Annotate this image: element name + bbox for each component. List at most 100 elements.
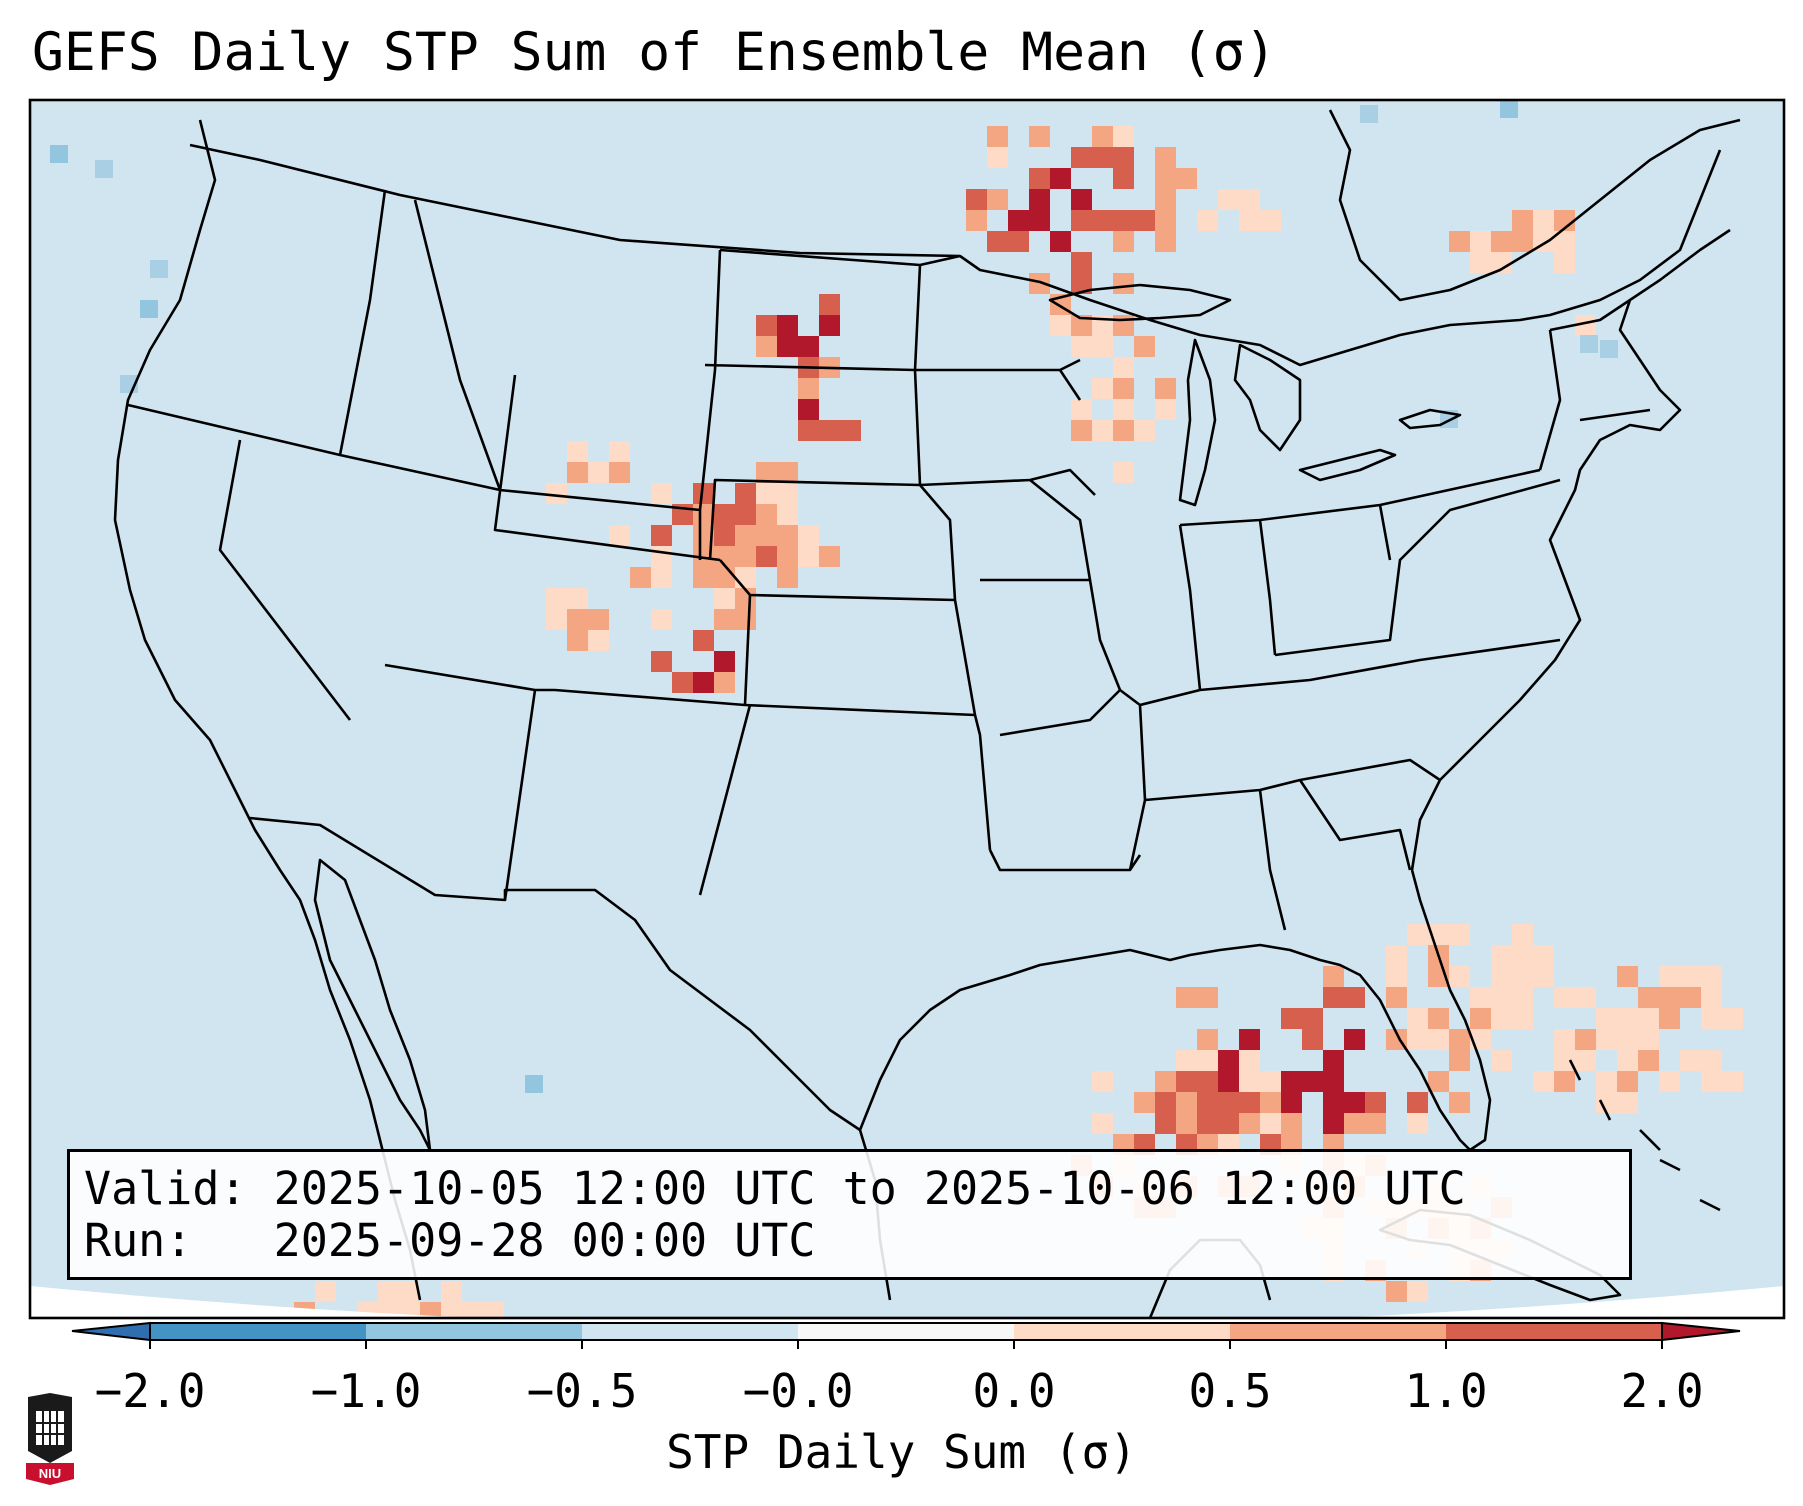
map-background <box>30 100 1784 1318</box>
anomaly-cell <box>1218 1050 1239 1071</box>
anomaly-cell <box>1218 1113 1239 1134</box>
anomaly-cell <box>1239 1029 1260 1050</box>
anomaly-cell <box>1428 1008 1449 1029</box>
anomaly-cell <box>1470 252 1491 273</box>
anomaly-cell <box>399 1281 420 1302</box>
anomaly-cell <box>1617 966 1638 987</box>
anomaly-cell <box>1491 1008 1512 1029</box>
anomaly-cell <box>966 189 987 210</box>
anomaly-cell <box>1176 1092 1197 1113</box>
lake-ontario <box>1398 408 1462 430</box>
anomaly-cell <box>756 525 777 546</box>
anomaly-cell <box>798 378 819 399</box>
anomaly-cell <box>1491 1050 1512 1071</box>
colorbar-low-extension <box>71 1321 151 1342</box>
anomaly-cell <box>1092 420 1113 441</box>
anomaly-cell <box>1302 1029 1323 1050</box>
anomaly-cell <box>756 546 777 567</box>
anomaly-cell <box>714 504 735 525</box>
anomaly-cell <box>1029 273 1050 294</box>
anomaly-cell <box>756 462 777 483</box>
anomaly-cell <box>1659 966 1680 987</box>
anomaly-cell <box>1302 1008 1323 1029</box>
anomaly-cell <box>1449 966 1470 987</box>
anomaly-cell <box>1407 1281 1428 1302</box>
anomaly-cell <box>735 609 756 630</box>
anomaly-cell <box>1197 210 1218 231</box>
west-coastline <box>113 119 422 1301</box>
anomaly-cell <box>1365 1113 1386 1134</box>
anomaly-cell <box>1470 1008 1491 1029</box>
anomaly-cell <box>1302 1071 1323 1092</box>
anomaly-cell <box>735 504 756 525</box>
anomaly-cell <box>1113 168 1134 189</box>
anomaly-cell <box>1554 231 1575 252</box>
anomaly-cell <box>1155 231 1176 252</box>
bahamas <box>1568 1059 1721 1212</box>
anomaly-cell <box>966 210 987 231</box>
anomaly-cell <box>1029 210 1050 231</box>
anomaly-cell <box>1533 966 1554 987</box>
anomaly-cell <box>1218 189 1239 210</box>
anomaly-cell <box>1512 924 1533 945</box>
anomaly-cell <box>1638 1029 1659 1050</box>
anomaly-cell <box>1512 210 1533 231</box>
us-mexico-border <box>249 816 861 1132</box>
anomaly-cell <box>483 1302 504 1318</box>
anomaly-cell <box>1239 1092 1260 1113</box>
anomaly-cell <box>1659 987 1680 1008</box>
atlantic-coastline <box>1410 228 1731 871</box>
anomaly-cell <box>819 315 840 336</box>
anomaly-cell <box>1113 420 1134 441</box>
anomaly-cell <box>1617 1092 1638 1113</box>
anomaly-cell <box>588 630 609 651</box>
anomaly-cell <box>1155 147 1176 168</box>
anomaly-cell <box>1701 1071 1722 1092</box>
anomaly-cell <box>1554 252 1575 273</box>
lake-michigan <box>1178 338 1217 507</box>
anomaly-cell <box>1575 315 1596 336</box>
anomaly-cell <box>1176 987 1197 1008</box>
anomaly-cell <box>714 651 735 672</box>
anomaly-cell <box>798 399 819 420</box>
anomaly-cell <box>987 147 1008 168</box>
anomaly-cell <box>1323 1113 1344 1134</box>
anomaly-cell <box>1197 1050 1218 1071</box>
anomaly-cell <box>1092 1071 1113 1092</box>
anomaly-cell <box>819 546 840 567</box>
colorbar-segment <box>1014 1323 1231 1340</box>
anomaly-cell <box>1050 315 1071 336</box>
anomaly-cell <box>777 504 798 525</box>
anomaly-cell <box>1512 966 1533 987</box>
anomaly-cell <box>777 567 798 588</box>
anomaly-cell <box>1197 987 1218 1008</box>
colorbar-high-extension <box>1661 1321 1741 1342</box>
colorbar-outline <box>149 1322 1663 1341</box>
anomaly-cell <box>95 160 113 178</box>
anomaly-cell <box>567 630 588 651</box>
anomaly-cell <box>1323 1092 1344 1113</box>
anomaly-cell <box>1050 231 1071 252</box>
anomaly-cell <box>1176 1113 1197 1134</box>
anomaly-cell <box>588 609 609 630</box>
anomaly-cell <box>1596 1092 1617 1113</box>
map-lower-edge <box>30 1286 1784 1318</box>
anomaly-cell <box>1449 231 1470 252</box>
anomaly-cell <box>693 483 714 504</box>
anomaly-cell <box>798 420 819 441</box>
tick-label: −0.5 <box>526 1364 638 1418</box>
anomaly-cell <box>819 420 840 441</box>
anomaly-cell <box>1533 945 1554 966</box>
lake-huron <box>1233 343 1302 452</box>
anomaly-cell <box>1155 378 1176 399</box>
tick-label: −2.0 <box>94 1364 206 1418</box>
anomaly-cell <box>1596 1029 1617 1050</box>
anomaly-cell <box>1071 273 1092 294</box>
anomaly-cell <box>1701 1050 1722 1071</box>
anomaly-cell <box>567 441 588 462</box>
anomaly-cell <box>1344 1029 1365 1050</box>
anomaly-cell <box>1071 210 1092 231</box>
anomaly-cell <box>1197 1092 1218 1113</box>
anomaly-cell <box>777 483 798 504</box>
anomaly-cell <box>1092 147 1113 168</box>
